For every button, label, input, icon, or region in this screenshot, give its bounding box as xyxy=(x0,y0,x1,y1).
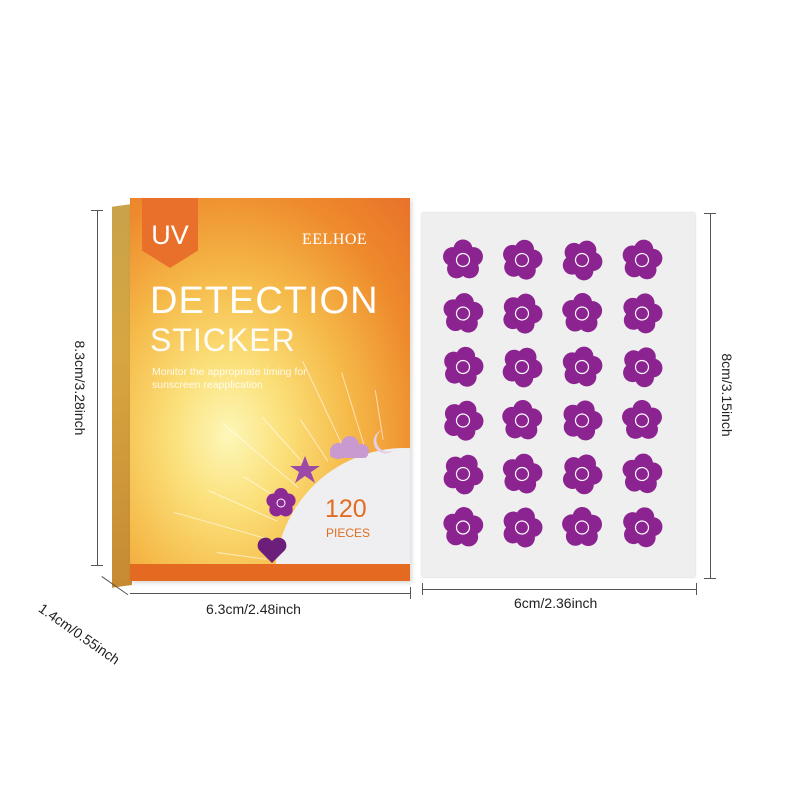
tick xyxy=(696,583,697,595)
box-subtitle: Monitor the appropriate timing for sunsc… xyxy=(152,366,307,391)
flower-sticker xyxy=(622,453,663,494)
flower-sticker xyxy=(562,454,603,495)
flower-sticker xyxy=(444,346,484,387)
sheet-height-label: 8cm/3.15inch xyxy=(719,353,735,437)
decorations xyxy=(257,430,394,563)
box-height-label: 8.3cm/3.28inch xyxy=(72,340,88,436)
flower-sticker xyxy=(443,239,483,279)
piece-count: 120 xyxy=(325,495,367,523)
sticker-sheet xyxy=(422,213,695,577)
flower-sticker xyxy=(623,507,663,548)
sticker-grid xyxy=(443,239,663,548)
product-box: UV EELHOE DETECTION STICKER Monitor the … xyxy=(130,198,410,581)
title-detection: DETECTION xyxy=(150,280,379,322)
flower-sticker xyxy=(623,347,663,388)
title-sticker: STICKER xyxy=(150,322,296,358)
flower-sticker xyxy=(502,347,543,388)
flower-sticker xyxy=(502,453,543,494)
box-depth-label: 1.4cm/0.55inch xyxy=(35,600,123,668)
spine-text: UV DETECTION STICKER xyxy=(0,295,10,470)
sheet-width-line xyxy=(422,589,697,590)
flower-sticker xyxy=(622,400,662,439)
flower-sticker xyxy=(503,293,543,334)
uv-tag-text: UV xyxy=(151,220,189,250)
flower-sticker xyxy=(562,346,603,387)
box-bottom-band xyxy=(130,564,410,581)
flower-sticker xyxy=(562,293,603,333)
flower-sticker xyxy=(622,239,663,280)
heart-icon xyxy=(257,537,287,563)
flower-sticker xyxy=(563,400,603,441)
box-width-line xyxy=(130,593,410,594)
tick xyxy=(91,565,103,566)
flower-sticker xyxy=(443,454,484,495)
tick xyxy=(91,210,103,211)
flower-sticker xyxy=(503,507,543,548)
tick xyxy=(410,587,411,599)
flower-icon xyxy=(266,488,296,517)
flower-sticker xyxy=(562,240,603,281)
box-height-line xyxy=(97,210,98,566)
cloud-icon xyxy=(330,436,369,459)
sheet-height-line xyxy=(710,213,711,578)
brand-logo: EELHOE xyxy=(302,231,368,248)
star-icon xyxy=(290,456,320,483)
tick xyxy=(422,583,423,595)
flower-sticker xyxy=(623,293,663,334)
sheet-width-label: 6cm/2.36inch xyxy=(514,595,598,611)
flower-sticker xyxy=(502,400,543,440)
flower-sticker xyxy=(443,293,484,333)
box-width-label: 6.3cm/2.48inch xyxy=(206,601,301,617)
flower-sticker xyxy=(503,239,543,280)
flower-sticker xyxy=(444,400,484,441)
piece-count-label: PIECES xyxy=(326,526,371,540)
tick xyxy=(704,578,716,579)
moon-icon xyxy=(373,430,394,454)
flower-sticker xyxy=(443,507,484,547)
box-spine xyxy=(112,204,132,588)
tick xyxy=(704,213,716,214)
flower-sticker xyxy=(562,507,603,547)
